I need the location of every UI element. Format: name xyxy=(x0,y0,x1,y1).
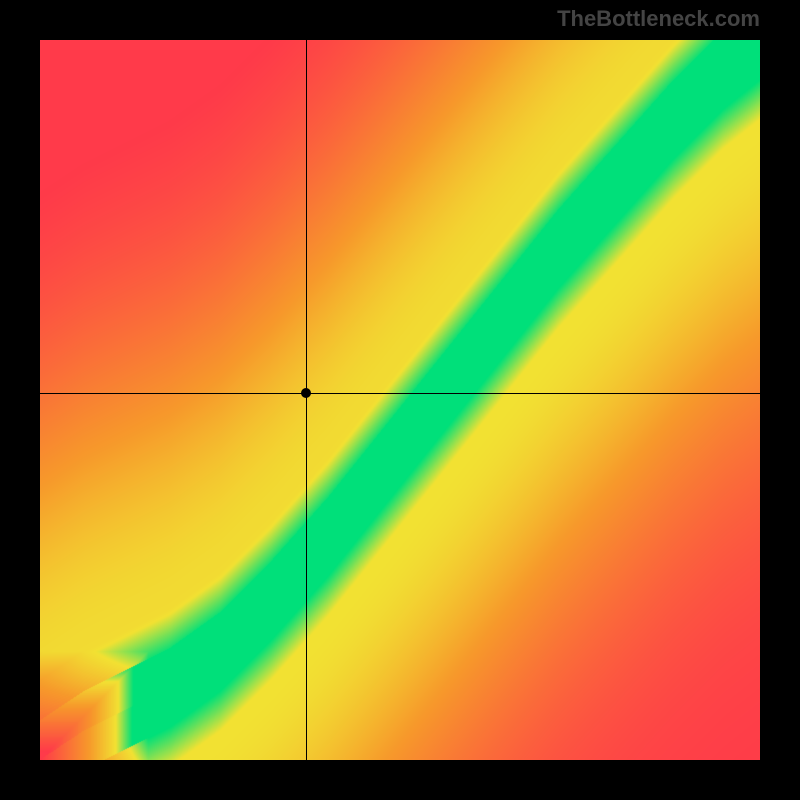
watermark-text: TheBottleneck.com xyxy=(557,6,760,32)
crosshair-horizontal xyxy=(40,393,760,394)
bottleneck-heatmap xyxy=(40,40,760,760)
heatmap-canvas xyxy=(40,40,760,760)
crosshair-vertical xyxy=(306,40,307,760)
data-point-marker xyxy=(301,388,311,398)
